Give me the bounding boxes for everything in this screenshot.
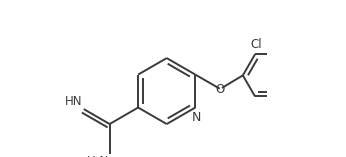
Text: Cl: Cl xyxy=(250,38,262,51)
Text: H₂N: H₂N xyxy=(86,155,109,157)
Text: N: N xyxy=(192,111,201,125)
Text: HN: HN xyxy=(65,95,82,108)
Text: O: O xyxy=(215,83,224,96)
